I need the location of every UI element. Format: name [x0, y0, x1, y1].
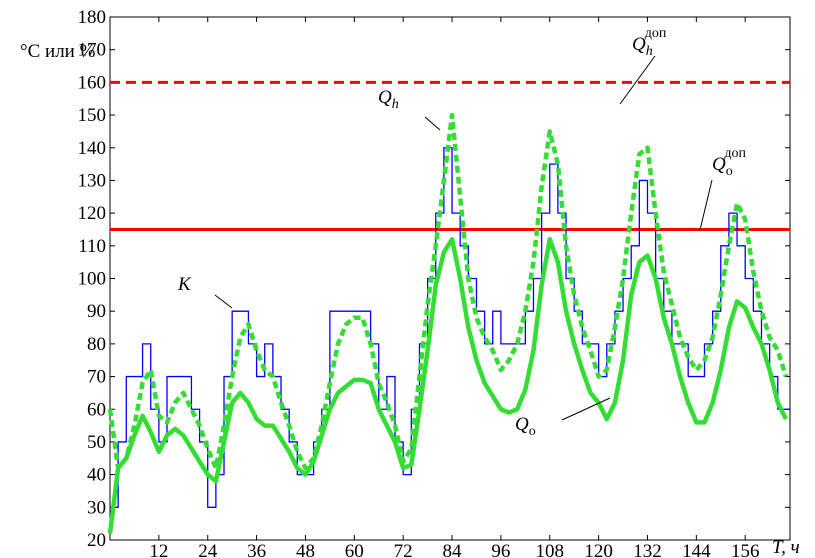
x-tick-label: 36 [247, 541, 266, 558]
reference-label-sup: доп [645, 26, 667, 41]
y-tick-label: 40 [87, 465, 106, 486]
reference-label: Qh доп [632, 26, 667, 59]
y-tick-label: 90 [87, 301, 106, 322]
y-tick-label: 110 [78, 236, 106, 257]
plot-frame [109, 16, 791, 541]
y-tick-label: 100 [78, 269, 107, 290]
y-tick-label: 70 [87, 367, 106, 388]
x-tick-label: 96 [491, 541, 510, 558]
x-tick-label: 48 [296, 541, 315, 558]
reference-label-sub: h [646, 44, 653, 59]
leader-line [214, 294, 233, 309]
series-label-sub: h [392, 97, 399, 112]
series-label-main: K [177, 274, 192, 295]
x-tick-label: 24 [198, 541, 218, 558]
y-tick-label: 160 [78, 72, 107, 93]
x-tick-label: 60 [345, 541, 364, 558]
x-tick-label: 132 [633, 541, 662, 558]
y-tick-label: 30 [87, 497, 106, 518]
reference-label-main: Q [632, 34, 646, 55]
y-tick-label: 60 [87, 399, 106, 420]
x-tick-label: 84 [443, 541, 463, 558]
reference-label-sub: о [726, 164, 733, 179]
leader-line [699, 179, 713, 231]
series-label-main: Q [378, 87, 392, 108]
series-label-main: Q [515, 414, 529, 435]
series-label-sub: о [529, 424, 536, 439]
reference-label: Qо доп [712, 146, 746, 179]
y-axis-label: °C или % [20, 41, 96, 62]
y-tick-label: 170 [78, 40, 107, 61]
x-tick-label: 120 [584, 541, 613, 558]
y-tick-label: 80 [87, 334, 106, 355]
y-tick-label: 20 [87, 530, 106, 551]
x-tick-label: 144 [682, 541, 711, 558]
series-label: Qh [378, 87, 399, 112]
y-tick-label: 180 [78, 7, 107, 28]
x-tick-label: 12 [149, 541, 168, 558]
y-tick-label: 120 [78, 203, 107, 224]
leader-line [561, 397, 611, 421]
y-tick-label: 150 [78, 105, 107, 126]
series-line [107, 237, 788, 534]
leader-line [424, 116, 441, 131]
reference-label-main: Q [712, 154, 726, 175]
y-tick-label: 50 [87, 432, 106, 453]
reference-label-sup: доп [724, 146, 746, 161]
y-tick-label: 130 [78, 170, 107, 191]
x-tick-label: 72 [394, 541, 413, 558]
x-tick-label: 156 [731, 541, 760, 558]
series-label: K [177, 274, 192, 295]
x-axis-label: T, ч [772, 537, 800, 558]
series-line [107, 112, 789, 471]
series-label: Qо [515, 414, 536, 439]
leader-line [619, 55, 656, 105]
y-tick-label: 140 [78, 138, 107, 159]
x-tick-label: 108 [536, 541, 565, 558]
